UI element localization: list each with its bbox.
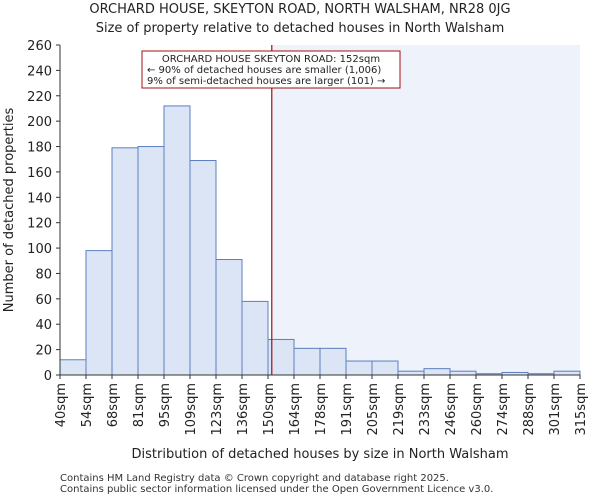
x-tick-label: 95sqm bbox=[158, 383, 173, 427]
x-tick-label: 68sqm bbox=[106, 383, 121, 427]
x-tick-label: 150sqm bbox=[262, 383, 277, 436]
x-tick-label: 288sqm bbox=[522, 383, 537, 436]
histogram-bar bbox=[215, 259, 243, 376]
x-tick-label: 205sqm bbox=[366, 383, 381, 436]
annotation-smaller: ← 90% of detached houses are smaller (1,… bbox=[147, 65, 381, 76]
y-tick-label: 140 bbox=[27, 191, 52, 206]
annotation-larger: 9% of semi-detached houses are larger (1… bbox=[147, 76, 385, 87]
annotation-title: ORCHARD HOUSE SKEYTON ROAD: 152sqm bbox=[162, 54, 380, 65]
x-tick-label: 109sqm bbox=[184, 383, 199, 436]
x-tick-label: 260sqm bbox=[470, 383, 485, 436]
y-tick-label: 160 bbox=[27, 166, 52, 181]
histogram-bar bbox=[85, 250, 113, 376]
x-tick-label: 301sqm bbox=[548, 383, 563, 436]
x-tick-label: 246sqm bbox=[444, 383, 459, 436]
x-tick-label: 233sqm bbox=[418, 383, 433, 436]
x-tick-label: 274sqm bbox=[496, 383, 511, 436]
y-tick-label: 220 bbox=[27, 90, 52, 105]
histogram-bar bbox=[449, 370, 477, 376]
y-tick-label: 200 bbox=[27, 115, 52, 130]
y-tick-label: 60 bbox=[35, 293, 52, 308]
histogram-bar bbox=[345, 360, 373, 376]
x-tick-label: 40sqm bbox=[54, 383, 69, 427]
x-tick-label: 123sqm bbox=[210, 383, 225, 436]
histogram-bar bbox=[423, 368, 451, 376]
histogram-bar bbox=[293, 347, 321, 376]
histogram-bar bbox=[137, 146, 165, 376]
x-tick-label: 191sqm bbox=[340, 383, 355, 436]
y-tick-label: 180 bbox=[27, 141, 52, 156]
y-tick-label: 40 bbox=[35, 318, 52, 333]
y-tick-label: 0 bbox=[44, 369, 52, 384]
y-tick-label: 20 bbox=[35, 344, 52, 359]
histogram-bar bbox=[189, 160, 217, 376]
x-tick-label: 54sqm bbox=[80, 383, 95, 427]
larger-region-highlight bbox=[271, 45, 580, 375]
histogram-bar bbox=[163, 105, 191, 376]
x-axis-label: Distribution of detached houses by size … bbox=[132, 447, 509, 462]
chart-subtitle: Size of property relative to detached ho… bbox=[95, 21, 505, 36]
histogram-bar bbox=[397, 370, 425, 376]
chart-title-address: ORCHARD HOUSE, SKEYTON ROAD, NORTH WALSH… bbox=[89, 2, 511, 17]
y-tick-label: 120 bbox=[27, 217, 52, 232]
histogram-bar bbox=[319, 347, 347, 376]
histogram-bar bbox=[241, 300, 269, 376]
y-axis-label: Number of detached properties bbox=[2, 108, 17, 313]
y-tick-label: 100 bbox=[27, 242, 52, 257]
x-tick-label: 81sqm bbox=[132, 383, 147, 427]
histogram-bar bbox=[371, 360, 399, 376]
y-tick-label: 260 bbox=[27, 39, 52, 54]
histogram-bar bbox=[111, 147, 139, 376]
histogram-bar bbox=[59, 359, 87, 376]
x-tick-label: 178sqm bbox=[314, 383, 329, 436]
footer-licence: Contains public sector information licen… bbox=[60, 484, 494, 495]
footer-copyright: Contains HM Land Registry data © Crown c… bbox=[60, 473, 449, 484]
y-tick-label: 80 bbox=[35, 267, 52, 282]
annotation-box bbox=[141, 50, 401, 89]
x-tick-label: 219sqm bbox=[392, 383, 407, 436]
histogram-bar bbox=[553, 370, 581, 376]
x-tick-label: 136sqm bbox=[236, 383, 251, 436]
x-tick-label: 315sqm bbox=[574, 383, 589, 436]
x-tick-label: 164sqm bbox=[288, 383, 303, 436]
y-tick-label: 240 bbox=[27, 64, 52, 79]
